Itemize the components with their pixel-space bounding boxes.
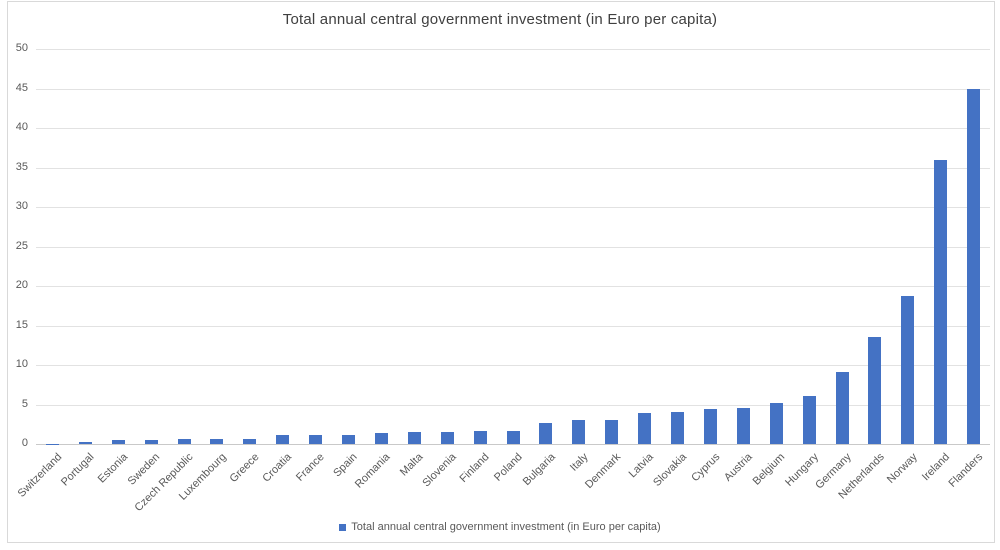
bar-spain [342, 434, 355, 444]
bar-greece [243, 438, 257, 444]
bar-portugal [78, 441, 92, 444]
y-tick-label: 10 [15, 358, 28, 370]
y-tick-label: 30 [15, 200, 28, 212]
gridline [36, 286, 990, 287]
bar-ireland [934, 159, 948, 444]
bar-latvia [638, 413, 652, 444]
bar-finland [473, 431, 487, 444]
legend: Total annual central government investme… [0, 521, 1000, 533]
legend-label: Total annual central government investme… [351, 521, 661, 533]
bar-slovenia [440, 432, 454, 444]
bar-france [309, 434, 323, 444]
bar-italy [572, 420, 586, 444]
y-tick-label: 35 [15, 160, 28, 173]
bar-belgium [769, 402, 783, 444]
gridline [36, 246, 990, 248]
bar-slovakia [671, 412, 684, 444]
bar-netherlands [868, 337, 882, 445]
x-axis-line [36, 444, 990, 445]
bar-czech-republic [177, 439, 191, 444]
bar-romania [374, 432, 388, 444]
bar-estonia [111, 440, 125, 445]
bar-hungary [802, 395, 816, 444]
bar-denmark [605, 419, 619, 444]
bar-germany [835, 372, 849, 444]
bar-austria [736, 408, 750, 444]
y-tick-label: 25 [15, 239, 28, 252]
bar-norway [901, 295, 915, 444]
gridline [36, 88, 990, 90]
bar-bulgaria [539, 422, 553, 444]
bar-croatia [276, 434, 290, 444]
y-tick-label: 50 [15, 42, 28, 54]
gridline [36, 365, 990, 366]
gridline [36, 49, 990, 50]
bar-malta [407, 432, 421, 444]
bar-poland [506, 431, 520, 444]
bar-flanders [967, 88, 981, 444]
y-tick-label: 20 [15, 279, 28, 291]
gridline [36, 325, 990, 327]
bar-sweden [144, 439, 158, 444]
chart-title: Total annual central government investme… [282, 11, 718, 28]
bar-luxembourg [210, 439, 224, 444]
chart-border-frame [7, 1, 995, 543]
gridline [36, 128, 990, 129]
legend-series-marker-icon [339, 523, 347, 531]
bar-cyprus [703, 409, 717, 444]
gridline [36, 207, 990, 208]
gridline [36, 404, 990, 406]
gridline [36, 167, 990, 169]
y-tick-label: 40 [15, 121, 28, 133]
y-tick-label: 5 [21, 397, 28, 410]
y-tick-label: 0 [21, 437, 28, 449]
y-tick-label: 45 [15, 81, 28, 94]
y-tick-label: 15 [15, 318, 28, 331]
